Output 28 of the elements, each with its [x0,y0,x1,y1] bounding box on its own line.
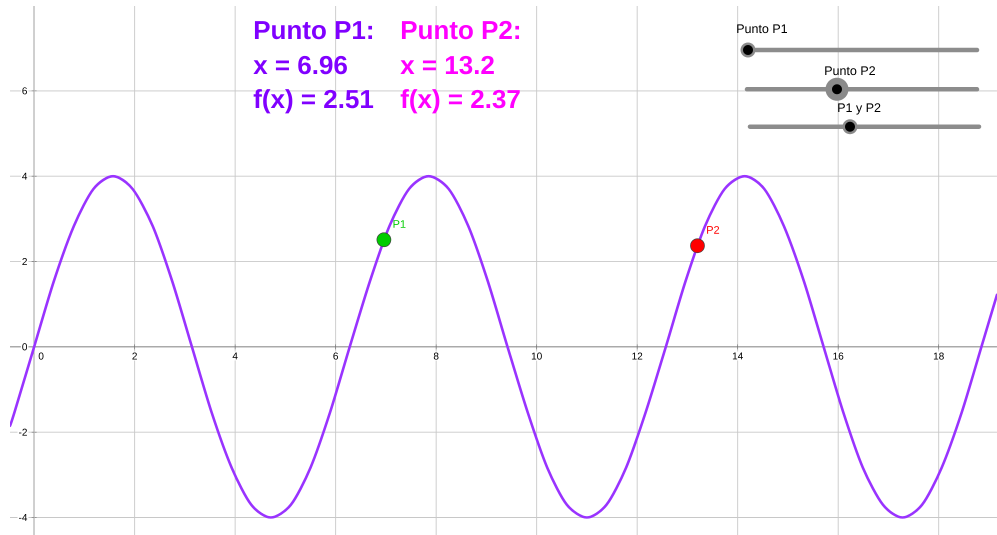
annotation: Punto P2: [402,20,520,40]
annotation: Punto P1 [737,24,787,34]
x-tick-label: 18 [934,352,944,360]
annotation: P1 y P2 [838,103,880,115]
series-label: P2 [707,226,720,234]
y-tick-label: 0 [22,343,28,350]
y-tick-label: 6 [22,87,27,94]
x-tick-label: 16 [833,352,844,360]
line-series [10,174,997,519]
x-tick-label: 2 [132,352,137,360]
y-tick-label: 2 [22,258,27,266]
x-tick-label: 0 [38,352,44,360]
annotation: x = 13.2 [400,56,494,74]
x-tick-label: 12 [632,352,642,360]
x-tick-label: 6 [333,352,338,360]
annotation: f(x) = 2.51 [254,89,374,114]
series-label: P1 [394,220,406,228]
annotation: x = 6.96 [253,56,347,74]
y-tick-label: 4 [22,172,28,180]
annotation: Punto P2 [825,66,875,76]
x-tick-label: 4 [232,352,238,360]
annotation: Punto P1: [254,21,372,40]
x-tick-label: 10 [532,352,542,360]
x-tick-label: 14 [732,352,743,360]
annotation: f(x) = 2.37 [400,89,520,114]
y-tick-label: -4 [18,514,28,521]
y-tick-label: -2 [18,428,27,436]
x-tick-label: 8 [434,352,439,360]
